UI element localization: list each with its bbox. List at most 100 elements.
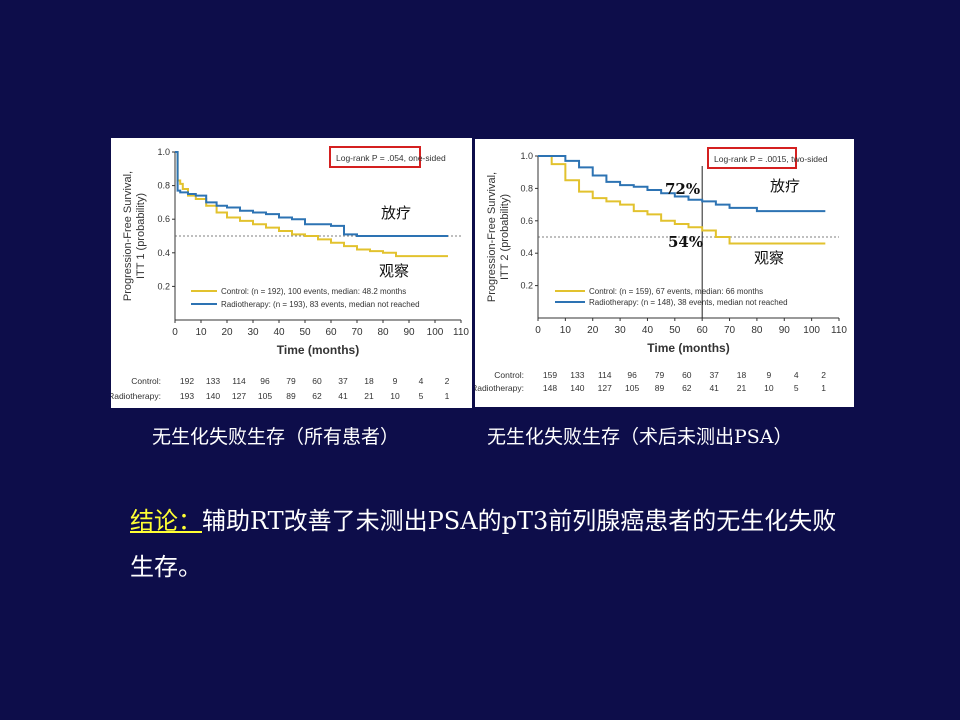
y-tick-label: 0.2 [520,281,533,291]
overlay-label-radiotherapy: 放疗 [770,177,800,195]
at-risk-value: 140 [570,383,584,393]
y-axis-label-line: ITT 1 (probability) [135,193,147,279]
at-risk-row-label: Radiotherapy: [475,383,524,393]
at-risk-value: 1 [821,383,826,393]
at-risk-value: 2 [445,376,450,386]
at-risk-value: 9 [393,376,398,386]
x-tick-label: 60 [697,325,709,336]
x-tick-label: 0 [172,327,178,338]
legend-label-radiotherapy: Radiotherapy: (n = 148), 38 events, medi… [589,298,788,307]
km-chart-undetectable-psa: 0.20.40.60.81.00 10 20 30 40 50 60 70 80 90 100 110… [475,147,847,393]
overlay-label-radiotherapy: 放疗 [381,204,411,222]
at-risk-value: 105 [258,391,272,401]
at-risk-value: 18 [737,370,747,380]
overlay-label-control: 观察 [379,262,409,280]
at-risk-value: 105 [625,383,639,393]
at-risk-value: 79 [655,370,665,380]
y-tick-label: 0.6 [157,214,170,224]
at-risk-value: 37 [709,370,719,380]
at-risk-value: 60 [312,376,322,386]
at-risk-value: 114 [232,376,246,386]
at-risk-value: 148 [543,383,557,393]
y-axis-label: Progression-Free Survival, ITT 2 (probabi… [486,172,511,302]
x-tick-label: 50 [669,325,681,336]
at-risk-row-label: Control: [131,376,161,386]
at-risk-value: 62 [682,383,692,393]
at-risk-value: 1 [445,391,450,401]
x-tick-label: 90 [779,325,791,336]
legend-label-control: Control: (n = 159), 67 events, median: 6… [589,287,763,296]
at-risk-value: 89 [286,391,296,401]
x-tick-label: 0 [535,325,541,336]
chart-panel-undetectable-psa: 0.2 0.4 0.6 0.8 1.0 0 10 20 30 40 50 60 70 80 90 100 110… [475,139,854,407]
at-risk-value: 159 [543,370,557,380]
caption-all-patients: 无生化失败生存（所有患者） [152,426,400,448]
x-axis-label: Time (months) [277,343,359,357]
x-tick-label: 80 [751,325,763,336]
conclusion-label: 结论： [130,507,202,535]
overlay-label-control: 观察 [754,249,784,267]
at-risk-value: 18 [364,376,374,386]
at-risk-value: 10 [390,391,400,401]
y-axis-label-line: ITT 2 (probability) [499,194,511,280]
at-risk-value: 21 [737,383,747,393]
logrank-annotation: Log-rank P = .054, one-sided [336,153,446,163]
x-tick-label: 40 [273,327,285,338]
x-tick-label: 10 [195,327,207,338]
series-control-curve [538,155,826,245]
logrank-annotation: Log-rank P = .0015, two-sided [714,154,828,164]
x-tick-label: 110 [453,327,469,338]
x-tick-label: 40 [642,325,654,336]
x-axis-label: Time (months) [647,341,729,355]
at-risk-value: 4 [794,370,799,380]
at-risk-value: 114 [598,370,612,380]
x-tick-label: 110 [831,325,847,336]
at-risk-value: 60 [682,370,692,380]
logrank-box [707,147,797,169]
at-risk-value: 79 [286,376,296,386]
y-axis-label: Progression-Free Survival, ITT 1 (probabi… [122,171,147,301]
at-risk-value: 133 [206,376,220,386]
at-risk-value: 4 [419,376,424,386]
series-radiotherapy-curve [175,151,448,237]
caption-undetectable-psa: 无生化失败生存（术后未测出PSA） [487,426,793,448]
logrank-box [329,146,421,168]
at-risk-value: 2 [821,370,826,380]
at-risk-value: 127 [232,391,246,401]
at-risk-value: 10 [764,383,774,393]
at-risk-value: 192 [180,376,194,386]
y-tick-label: 1.0 [157,147,170,157]
x-tick-label: 30 [247,327,259,338]
legend-label-radiotherapy: Radiotherapy: (n = 193), 83 events, medi… [221,300,420,309]
y-tick-label: 1.0 [520,151,533,161]
x-tick-label: 100 [803,325,820,336]
at-risk-value: 96 [627,370,637,380]
legend-label-control: Control: (n = 192), 100 events, median: … [221,287,406,296]
at-risk-value: 21 [364,391,374,401]
at-risk-value: 41 [338,391,348,401]
y-axis-label-line: Progression-Free Survival, [122,171,134,301]
at-risk-value: 5 [794,383,799,393]
km-chart-all-patients: 0.20.40.60.81.00 10 20 30 40 50 60 70 80 90 100 110… [111,146,469,401]
x-tick-label: 70 [724,325,736,336]
y-tick-label: 0.8 [157,181,170,191]
x-tick-label: 20 [587,325,599,336]
at-risk-row-label: Radiotherapy: [111,391,161,401]
x-tick-label: 80 [377,327,389,338]
chart-panel-all-patients: 0.2 0.4 0.6 0.8 1.0 0 10 20 30 40 50 60 70 80 90 100 110… [111,138,472,408]
x-tick-label: 10 [560,325,572,336]
at-risk-value: 62 [312,391,322,401]
y-tick-label: 0.8 [520,183,533,193]
y-tick-label: 0.4 [520,248,533,258]
y-axis-label-line: Progression-Free Survival, [486,172,498,302]
x-tick-label: 70 [351,327,363,338]
x-tick-label: 60 [325,327,337,338]
at-risk-value: 133 [570,370,584,380]
at-risk-value: 9 [767,370,772,380]
at-risk-value: 89 [655,383,665,393]
x-tick-label: 20 [221,327,233,338]
x-tick-label: 30 [615,325,627,336]
at-risk-value: 127 [598,383,612,393]
conclusion-text: 辅助RT改善了未测出PSA的pT3前列腺癌患者的无生化失败生存。 [130,507,837,581]
at-risk-value: 96 [260,376,270,386]
